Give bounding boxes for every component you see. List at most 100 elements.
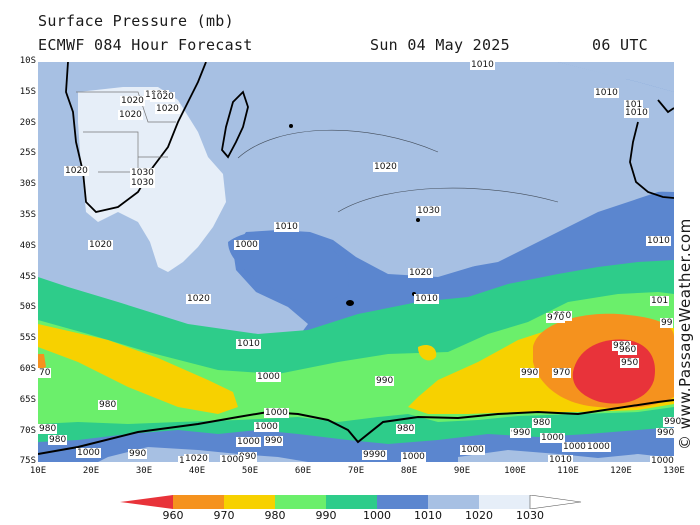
isobar-label: 1010 bbox=[414, 294, 439, 304]
isobar-label: 990 bbox=[375, 376, 395, 386]
lat-label: 45S bbox=[19, 271, 36, 282]
lon-label: 90E bbox=[453, 466, 471, 476]
lat-label: 50S bbox=[19, 302, 36, 313]
lon-label: 20E bbox=[82, 466, 100, 476]
forecast-date: Sun 04 May 2025 bbox=[370, 36, 510, 54]
antarctica-coast bbox=[38, 399, 674, 455]
colorbar-segment bbox=[224, 495, 275, 509]
lon-label: 120E bbox=[610, 466, 632, 476]
isobar-label: 980 bbox=[396, 424, 416, 434]
colorbar-segment bbox=[326, 495, 377, 509]
isobar-label: 1020 bbox=[88, 240, 113, 250]
lat-label: 15S bbox=[19, 86, 36, 97]
map-title: Surface Pressure (mb) bbox=[38, 12, 234, 30]
isobar-label: 1000 bbox=[586, 442, 611, 452]
isobar-label: 990 bbox=[128, 449, 148, 459]
lon-label: 40E bbox=[188, 466, 206, 476]
isobar-label: 1010 bbox=[624, 108, 649, 118]
isobar-label: 1000 bbox=[236, 437, 261, 447]
island-2 bbox=[416, 218, 420, 222]
zone-980 bbox=[38, 322, 674, 414]
isobar-label: 1000 bbox=[256, 372, 281, 382]
isobar-label: 950 bbox=[620, 358, 640, 368]
isobar-label: 1030 bbox=[130, 168, 155, 178]
isobar-label: 990 bbox=[520, 368, 540, 378]
australia-coast bbox=[629, 99, 674, 199]
isobar-label: 970 bbox=[552, 368, 572, 378]
isobar-label: 1000 bbox=[401, 452, 426, 462]
isobar-label: 1010 bbox=[470, 60, 495, 70]
isobar-label: 99 bbox=[660, 318, 674, 328]
isobar-label: 101 bbox=[650, 296, 670, 306]
colorbar-label: 1010 bbox=[414, 509, 442, 522]
isobar-label: 1010 bbox=[274, 222, 299, 232]
colorbar-label: 960 bbox=[162, 509, 184, 522]
colorbar-label: 1030 bbox=[516, 509, 544, 522]
isobar-label: 1020 bbox=[184, 454, 209, 464]
lon-label: 130E bbox=[663, 466, 685, 476]
lat-label: 65S bbox=[19, 394, 36, 405]
lat-label: 75S bbox=[19, 456, 36, 467]
lon-label: 100E bbox=[504, 466, 526, 476]
isobar-label: 990 bbox=[238, 452, 258, 462]
isobar-label: 9990 bbox=[362, 450, 387, 460]
colorbar-label: 990 bbox=[315, 509, 337, 522]
isobar-label: 990 bbox=[512, 428, 532, 438]
lat-label: 40S bbox=[19, 240, 36, 251]
isobar-label: 980 bbox=[48, 435, 68, 445]
lat-label: 25S bbox=[19, 148, 36, 159]
isobar-label: 980 bbox=[38, 424, 58, 434]
isobar-label: 1020 bbox=[118, 110, 143, 120]
colorbar-label: 1000 bbox=[363, 509, 391, 522]
lat-label: 35S bbox=[19, 210, 36, 220]
forecast-time: 06 UTC bbox=[592, 36, 648, 54]
isobar-label: 1000 bbox=[460, 445, 485, 455]
forecast-model: ECMWF 084 Hour Forecast bbox=[38, 36, 253, 54]
isobar-label: 1010 bbox=[594, 88, 619, 98]
isobar-label: 1000 bbox=[562, 442, 587, 452]
isobar-label: 1020 bbox=[373, 162, 398, 172]
lat-label: 55S bbox=[19, 333, 36, 344]
lon-label: 70E bbox=[347, 466, 365, 476]
colorbar-label: 970 bbox=[213, 509, 235, 522]
isobar-label: 990 bbox=[264, 436, 284, 446]
colorbar-segment bbox=[275, 495, 326, 509]
madagascar bbox=[221, 90, 249, 159]
isobar-label: 1020 bbox=[120, 96, 145, 106]
colorbar-segment bbox=[428, 495, 479, 509]
lon-label: 50E bbox=[241, 466, 259, 476]
lon-label: 110E bbox=[557, 466, 579, 476]
colorbar-segment bbox=[120, 495, 173, 509]
pressure-map bbox=[38, 62, 674, 462]
isobar-label: 1000 bbox=[254, 422, 279, 432]
isobar-label: 980 bbox=[98, 400, 118, 410]
zone-1020-middle bbox=[223, 62, 674, 269]
lat-label: 10S bbox=[19, 56, 36, 66]
lat-label: 30S bbox=[19, 179, 36, 190]
isobar-label: 970 bbox=[546, 313, 566, 323]
lon-label: 80E bbox=[400, 466, 418, 476]
isobars bbox=[237, 129, 559, 213]
isobar-label: 1010 bbox=[646, 236, 671, 246]
colorbar-label: 980 bbox=[264, 509, 286, 522]
colorbar-segment bbox=[377, 495, 428, 509]
isobar-label: 1000 bbox=[264, 408, 289, 418]
zone-960 bbox=[572, 339, 655, 404]
colorbar-segment bbox=[479, 495, 530, 509]
credit-text: © www.PassageWeather.com bbox=[676, 218, 694, 450]
isobar-label: 1010 bbox=[236, 339, 261, 349]
isobar-label: 1020 bbox=[150, 92, 175, 102]
isobar-label: 990 bbox=[656, 428, 676, 438]
isobar-label: 1020 bbox=[186, 294, 211, 304]
isobar-label: 1000 bbox=[220, 455, 245, 465]
isobar-label: 1020 bbox=[408, 268, 433, 278]
africa-borders bbox=[76, 91, 176, 182]
isobar-label: 1030 bbox=[416, 206, 441, 216]
lat-label: 70S bbox=[19, 425, 36, 436]
zone-980-small bbox=[418, 345, 437, 361]
island-kerguelen bbox=[346, 300, 354, 306]
africa-coast bbox=[65, 62, 207, 213]
isobar-label: 980 bbox=[532, 418, 552, 428]
isobar-label: 1000 bbox=[76, 448, 101, 458]
island-1 bbox=[289, 124, 293, 128]
